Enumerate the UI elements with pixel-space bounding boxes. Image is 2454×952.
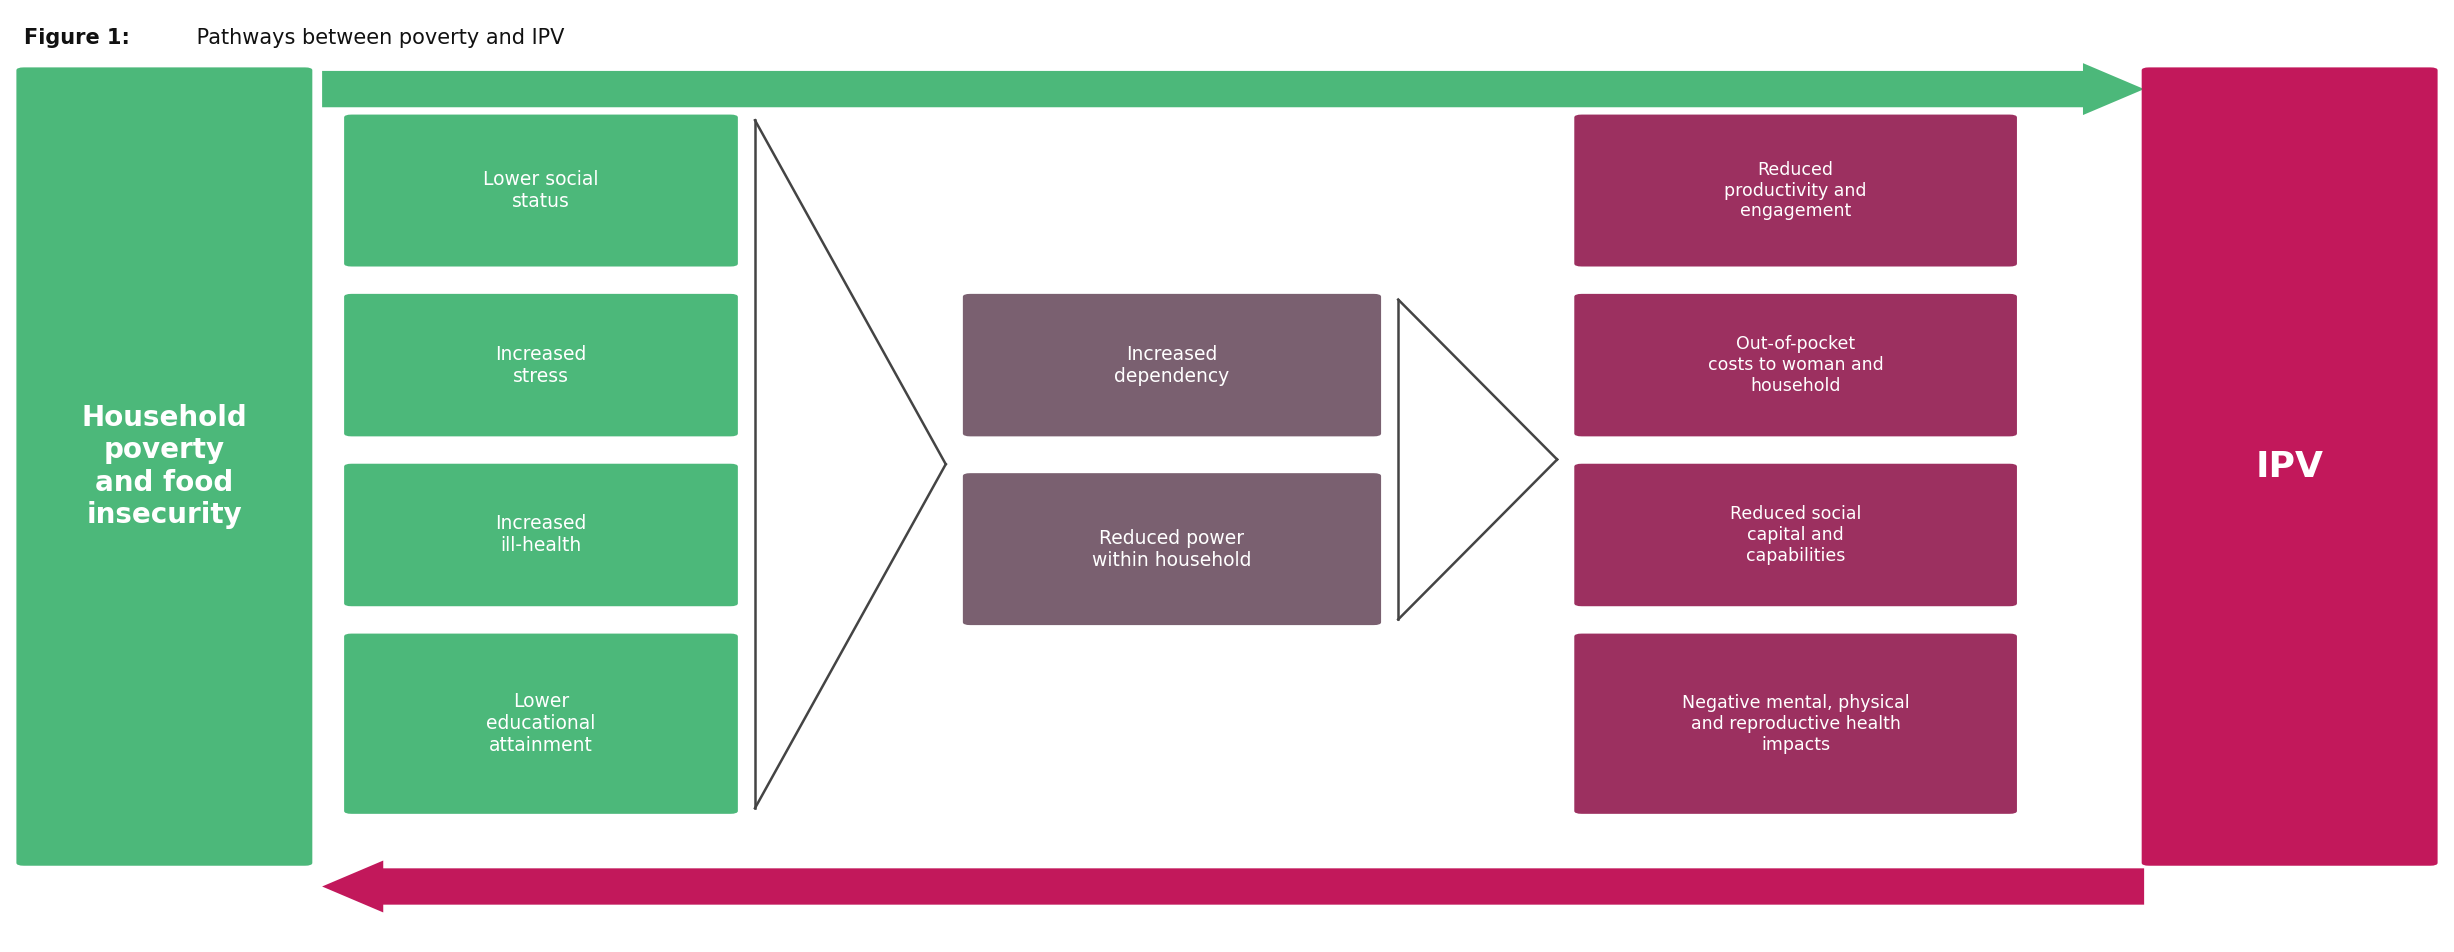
Text: Lower
educational
attainment: Lower educational attainment bbox=[486, 692, 596, 755]
Text: Reduced social
capital and
capabilities: Reduced social capital and capabilities bbox=[1730, 506, 1860, 565]
FancyBboxPatch shape bbox=[2142, 68, 2437, 865]
FancyBboxPatch shape bbox=[962, 294, 1382, 436]
FancyBboxPatch shape bbox=[344, 464, 739, 606]
FancyBboxPatch shape bbox=[962, 473, 1382, 625]
Text: IPV: IPV bbox=[2255, 449, 2324, 484]
Text: Reduced power
within household: Reduced power within household bbox=[1092, 528, 1252, 569]
FancyBboxPatch shape bbox=[344, 294, 739, 436]
Polygon shape bbox=[321, 861, 2145, 912]
Text: Increased
ill-health: Increased ill-health bbox=[496, 514, 587, 555]
FancyBboxPatch shape bbox=[1575, 464, 2017, 606]
Text: Increased
dependency: Increased dependency bbox=[1114, 345, 1229, 386]
Text: Household
poverty
and food
insecurity: Household poverty and food insecurity bbox=[81, 404, 248, 529]
Polygon shape bbox=[321, 63, 2145, 115]
FancyBboxPatch shape bbox=[1575, 634, 2017, 814]
FancyBboxPatch shape bbox=[344, 114, 739, 267]
Text: Figure 1:: Figure 1: bbox=[25, 28, 130, 48]
FancyBboxPatch shape bbox=[1575, 114, 2017, 267]
FancyBboxPatch shape bbox=[1575, 294, 2017, 436]
FancyBboxPatch shape bbox=[17, 68, 312, 865]
Text: Reduced
productivity and
engagement: Reduced productivity and engagement bbox=[1725, 161, 1867, 220]
Text: Negative mental, physical
and reproductive health
impacts: Negative mental, physical and reproducti… bbox=[1681, 694, 1909, 754]
FancyBboxPatch shape bbox=[344, 634, 739, 814]
Text: Increased
stress: Increased stress bbox=[496, 345, 587, 386]
Text: Lower social
status: Lower social status bbox=[483, 170, 599, 211]
Text: Out-of-pocket
costs to woman and
household: Out-of-pocket costs to woman and househo… bbox=[1708, 335, 1885, 395]
Text: Pathways between poverty and IPV: Pathways between poverty and IPV bbox=[189, 28, 564, 48]
